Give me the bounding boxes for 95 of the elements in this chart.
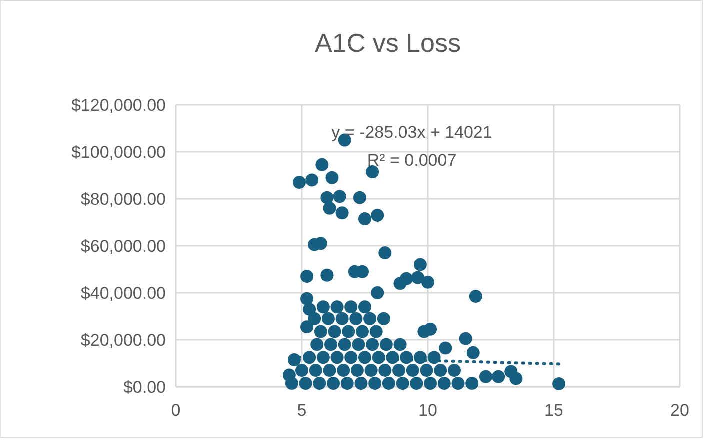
- point: [323, 364, 336, 378]
- point: [371, 208, 384, 222]
- point: [322, 312, 335, 326]
- point: [303, 302, 316, 316]
- point: [316, 158, 329, 172]
- point: [439, 342, 452, 355]
- point: [410, 376, 424, 390]
- point: [342, 325, 356, 338]
- point: [353, 191, 366, 204]
- y-tick-label: $80,000.00: [80, 190, 166, 209]
- y-tick-label: $100,000.00: [71, 142, 166, 162]
- point: [364, 364, 378, 378]
- point: [358, 212, 372, 226]
- point: [492, 370, 506, 384]
- point: [336, 312, 349, 326]
- point: [479, 370, 492, 384]
- point: [336, 206, 349, 220]
- point: [358, 300, 372, 314]
- point: [394, 277, 407, 290]
- point: [466, 346, 480, 360]
- point: [324, 338, 338, 352]
- point: [328, 325, 342, 338]
- point: [420, 364, 434, 378]
- point: [370, 325, 383, 338]
- chart-title: A1C vs Loss: [315, 28, 461, 58]
- x-tick-label: 20: [670, 401, 690, 420]
- point: [316, 300, 330, 314]
- point: [366, 165, 380, 178]
- point: [338, 338, 352, 352]
- point: [414, 258, 427, 272]
- point: [285, 376, 298, 390]
- point: [310, 338, 324, 352]
- y-tick-label: $120,000.00: [71, 96, 166, 115]
- point: [552, 377, 566, 390]
- point: [418, 325, 431, 338]
- x-tick-label: 5: [297, 401, 307, 420]
- point: [510, 372, 523, 386]
- point: [459, 332, 472, 346]
- point: [330, 300, 344, 314]
- point: [309, 364, 322, 378]
- point: [438, 376, 451, 390]
- point: [368, 376, 382, 390]
- point: [300, 270, 314, 284]
- point: [466, 376, 479, 390]
- point: [313, 376, 326, 390]
- point: [354, 376, 368, 390]
- annotation: y = -285.03x + 14021: [332, 123, 492, 142]
- point: [299, 376, 312, 390]
- y-tick-label: $40,000.00: [80, 284, 166, 303]
- point: [320, 191, 334, 204]
- point: [326, 171, 339, 184]
- x-tick-label: 10: [418, 401, 438, 420]
- point: [392, 364, 406, 378]
- point: [377, 312, 390, 326]
- point: [452, 376, 465, 390]
- point: [350, 312, 363, 326]
- point: [382, 376, 396, 390]
- point: [366, 338, 380, 352]
- y-tick-label: $20,000.00: [80, 330, 166, 350]
- point: [364, 312, 377, 326]
- y-tick-label: $0.00: [123, 378, 166, 397]
- point: [350, 364, 364, 378]
- point: [378, 364, 392, 378]
- point: [396, 376, 410, 390]
- point: [292, 176, 306, 190]
- y-tick-label: $60,000.00: [80, 236, 166, 256]
- point: [344, 300, 358, 314]
- point: [300, 292, 314, 306]
- point: [380, 338, 393, 352]
- x-tick-label: 0: [171, 401, 181, 420]
- point: [308, 312, 322, 326]
- point: [320, 268, 334, 282]
- point: [469, 290, 482, 304]
- point: [337, 364, 350, 378]
- point: [300, 320, 314, 334]
- point: [424, 376, 438, 390]
- point: [448, 364, 461, 378]
- point: [327, 376, 340, 390]
- point: [394, 338, 407, 352]
- point: [422, 276, 434, 289]
- point: [296, 364, 308, 378]
- x-tick-label: 15: [544, 401, 564, 420]
- point: [333, 190, 346, 204]
- point: [434, 364, 448, 378]
- point: [314, 325, 328, 338]
- point: [340, 376, 354, 390]
- point: [323, 202, 336, 215]
- point: [406, 364, 420, 378]
- point: [371, 286, 384, 300]
- annotation: R² = 0.0007: [367, 151, 457, 170]
- point: [411, 271, 424, 284]
- point: [356, 325, 369, 338]
- point: [352, 338, 366, 352]
- point: [306, 174, 319, 187]
- point: [378, 246, 392, 260]
